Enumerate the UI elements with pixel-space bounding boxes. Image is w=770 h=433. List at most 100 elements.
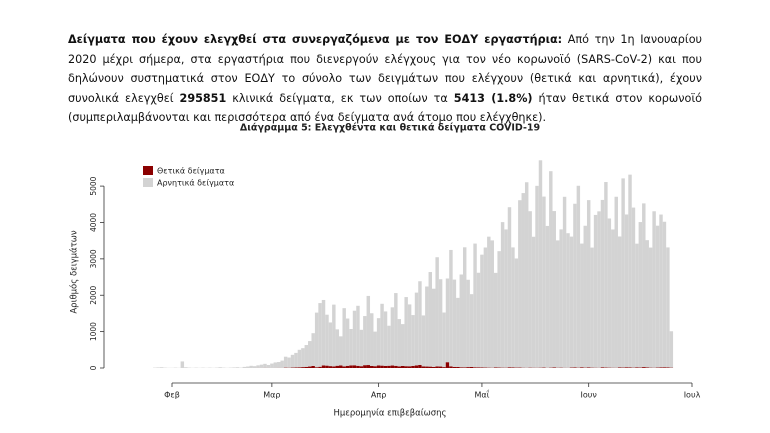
bar-segment: [497, 251, 501, 368]
bar-segment: [270, 363, 274, 368]
bar-segment: [418, 281, 422, 365]
bar-segment: [432, 288, 436, 367]
text: κλινικά δείγματα, εκ των οποίων τα: [226, 91, 454, 105]
bar-segment: [459, 274, 463, 368]
bar-segment: [404, 297, 408, 367]
bar-segment: [462, 247, 467, 368]
bar-segment: [459, 367, 463, 368]
x-tick-label: Φεβ: [164, 391, 180, 400]
bar-segment: [521, 193, 525, 368]
bar-segment: [462, 367, 467, 368]
bar-segment: [318, 303, 322, 367]
bar-segment: [576, 185, 581, 368]
bar-segment: [545, 225, 550, 368]
bar-segment: [156, 367, 160, 368]
bar-segment: [511, 367, 515, 368]
bar-segment: [390, 307, 395, 366]
chart-title: Διάγραμμα 5: Ελεγχθέντα και θετικά δείγμ…: [240, 123, 540, 134]
bar-segment: [493, 367, 498, 368]
bar-segment: [401, 365, 405, 368]
bar-segment: [411, 315, 415, 366]
bar-segment: [287, 357, 291, 368]
bar-segment: [390, 365, 395, 368]
bar-segment: [490, 240, 494, 368]
bar-segment: [538, 160, 543, 368]
bar-segment: [500, 222, 505, 368]
bar-segment: [314, 312, 319, 368]
bar-segment: [449, 366, 453, 368]
bar-segment: [473, 243, 477, 368]
bar-segment: [652, 211, 656, 368]
bar-segment: [659, 214, 663, 368]
bar-segment: [304, 345, 309, 367]
bar-segment: [311, 365, 315, 368]
bar-segment: [349, 329, 353, 366]
bar-segment: [435, 366, 439, 368]
bar-segment: [549, 171, 553, 368]
bar-segment: [666, 367, 670, 368]
bar-segment: [469, 294, 474, 367]
bar-segment: [562, 196, 567, 368]
bar-segment: [411, 365, 415, 368]
bar-segment: [301, 367, 305, 368]
bar-segment: [531, 236, 536, 368]
bar-segment: [569, 236, 574, 368]
bar-segment: [642, 203, 646, 368]
bar-segment: [469, 366, 474, 368]
bar-segment: [438, 279, 443, 367]
x-tick-label: Ιουν: [581, 391, 598, 400]
y-tick-label: 4000: [89, 213, 98, 232]
text: ήταν θετικά στον κορωνοϊό (συμπεριλαμβάν…: [68, 91, 702, 125]
bar-segment: [297, 349, 302, 368]
bar-segment: [456, 366, 460, 368]
bar-segment: [662, 367, 667, 368]
y-tick-label: 1000: [89, 322, 98, 341]
bar-segment: [617, 236, 622, 368]
bar-segment: [421, 315, 426, 367]
x-tick-label: Απρ: [371, 391, 386, 400]
bar-segment: [380, 365, 384, 368]
bar-segment: [339, 365, 343, 368]
bar-segment: [504, 229, 508, 368]
bar-segment: [252, 366, 257, 368]
bar-segment: [638, 222, 643, 368]
bold-text: 295851: [179, 91, 227, 105]
bar-segment: [586, 367, 591, 368]
bar-segment: [635, 367, 639, 368]
x-tick-label: Ιουλ: [684, 391, 701, 400]
bar-segment: [370, 365, 374, 368]
bar-segment: [580, 243, 584, 368]
bar-segment: [280, 360, 284, 368]
bar-segment: [614, 196, 618, 368]
bar-segment: [376, 318, 381, 366]
bar-segment: [394, 365, 398, 368]
bar-segment: [380, 303, 384, 366]
bar-segment: [659, 367, 663, 368]
bar-segment: [611, 229, 615, 368]
bar-segment: [256, 365, 260, 368]
bar-segment: [480, 367, 484, 368]
bar-segment: [573, 367, 577, 368]
bar-segment: [593, 214, 598, 368]
bar-segment: [363, 365, 367, 368]
bar-segment: [335, 365, 340, 368]
bar-segment: [542, 196, 546, 368]
bar-segment: [425, 286, 429, 367]
legend-swatch: [143, 166, 153, 175]
bar-segment: [586, 200, 591, 368]
bar-segment: [669, 331, 674, 368]
bar-segment: [356, 305, 360, 366]
bar-segment: [301, 348, 305, 368]
bar-segment: [524, 182, 529, 368]
bar-segment: [428, 366, 432, 368]
bar-segment: [352, 365, 357, 368]
bar-segment: [473, 367, 477, 368]
bar-segment: [438, 366, 443, 368]
bar-segment: [456, 297, 460, 367]
bar-segment: [617, 367, 622, 368]
bar-segment: [407, 366, 412, 368]
y-tick-label: 3000: [89, 249, 98, 268]
bar-segment: [277, 362, 281, 368]
bar-segment: [432, 366, 436, 368]
bar-segment: [159, 367, 164, 368]
